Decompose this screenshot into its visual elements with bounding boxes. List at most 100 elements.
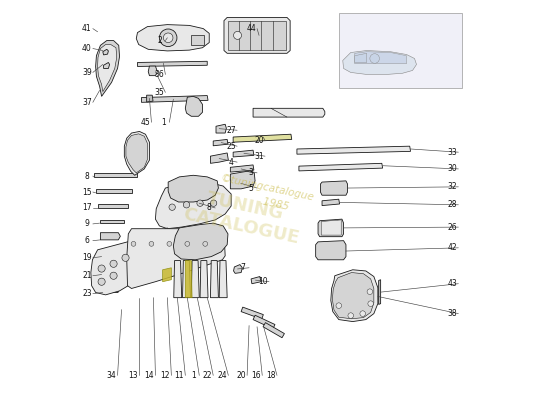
Polygon shape xyxy=(96,189,131,193)
Circle shape xyxy=(211,200,217,206)
Polygon shape xyxy=(136,25,209,51)
Text: 23: 23 xyxy=(82,289,92,298)
Polygon shape xyxy=(156,182,231,229)
Polygon shape xyxy=(297,146,410,154)
Text: 21: 21 xyxy=(82,271,92,280)
Polygon shape xyxy=(138,61,207,66)
Text: 17: 17 xyxy=(82,204,92,212)
Polygon shape xyxy=(100,220,124,223)
Text: 7: 7 xyxy=(241,263,245,272)
Text: 20: 20 xyxy=(254,136,264,145)
Polygon shape xyxy=(101,233,120,240)
Text: 25: 25 xyxy=(227,142,236,151)
Circle shape xyxy=(367,289,373,294)
Text: 8: 8 xyxy=(207,204,212,212)
Text: 16: 16 xyxy=(251,371,261,380)
Polygon shape xyxy=(124,132,150,175)
Polygon shape xyxy=(224,18,290,53)
Polygon shape xyxy=(147,95,153,102)
Polygon shape xyxy=(241,307,263,319)
Polygon shape xyxy=(211,260,218,298)
Text: 13: 13 xyxy=(129,371,138,380)
Text: 10: 10 xyxy=(258,277,268,286)
Polygon shape xyxy=(96,40,119,96)
Polygon shape xyxy=(378,280,381,304)
Text: 27: 27 xyxy=(227,126,236,135)
Text: 30: 30 xyxy=(448,164,457,174)
Polygon shape xyxy=(97,204,128,208)
Text: 8: 8 xyxy=(85,172,89,180)
Text: 32: 32 xyxy=(448,182,457,191)
Polygon shape xyxy=(94,173,138,177)
Circle shape xyxy=(169,204,175,210)
Circle shape xyxy=(110,272,117,279)
Polygon shape xyxy=(211,153,228,163)
Text: 45: 45 xyxy=(141,118,150,127)
Polygon shape xyxy=(355,53,367,62)
Polygon shape xyxy=(332,272,374,319)
Circle shape xyxy=(185,242,190,246)
Polygon shape xyxy=(168,175,218,202)
Circle shape xyxy=(336,303,342,308)
Polygon shape xyxy=(355,52,406,64)
Polygon shape xyxy=(185,96,202,116)
Polygon shape xyxy=(91,228,168,295)
Text: 14: 14 xyxy=(145,371,154,380)
Circle shape xyxy=(234,31,241,39)
Text: 36: 36 xyxy=(155,70,164,79)
Circle shape xyxy=(98,265,105,272)
Text: 43: 43 xyxy=(448,279,457,288)
Circle shape xyxy=(122,254,129,261)
Polygon shape xyxy=(233,180,250,186)
Polygon shape xyxy=(163,268,172,282)
Text: .1985: .1985 xyxy=(260,196,290,212)
Text: 12: 12 xyxy=(161,371,170,380)
Text: 42: 42 xyxy=(448,243,457,252)
Circle shape xyxy=(370,54,379,63)
Text: 34: 34 xyxy=(107,371,117,380)
Text: 31: 31 xyxy=(254,152,264,161)
Polygon shape xyxy=(233,150,254,157)
Circle shape xyxy=(149,242,154,246)
Text: 26: 26 xyxy=(448,223,457,232)
Text: 22: 22 xyxy=(202,371,212,380)
Polygon shape xyxy=(318,219,344,237)
Polygon shape xyxy=(103,49,108,55)
Polygon shape xyxy=(219,260,227,298)
Circle shape xyxy=(160,29,177,46)
Text: 35: 35 xyxy=(155,88,164,97)
Polygon shape xyxy=(126,134,147,173)
Polygon shape xyxy=(253,315,275,329)
Circle shape xyxy=(348,313,354,318)
Text: 4: 4 xyxy=(229,158,234,167)
Bar xyxy=(191,34,205,44)
Text: 18: 18 xyxy=(266,371,276,380)
Polygon shape xyxy=(343,50,416,74)
Text: 39: 39 xyxy=(82,68,92,77)
Text: 24: 24 xyxy=(218,371,227,380)
Polygon shape xyxy=(299,163,383,171)
Text: 28: 28 xyxy=(448,200,457,209)
Bar xyxy=(339,13,463,88)
Polygon shape xyxy=(148,66,157,76)
Circle shape xyxy=(183,202,190,208)
Text: 40: 40 xyxy=(82,44,92,53)
Circle shape xyxy=(197,200,204,206)
Circle shape xyxy=(167,242,172,246)
Circle shape xyxy=(163,33,173,42)
Polygon shape xyxy=(321,181,348,195)
Text: 41: 41 xyxy=(82,24,92,33)
Polygon shape xyxy=(191,260,199,298)
Polygon shape xyxy=(183,260,190,298)
Polygon shape xyxy=(321,220,341,235)
Text: 19: 19 xyxy=(82,253,92,262)
Polygon shape xyxy=(228,21,286,50)
Polygon shape xyxy=(103,285,120,292)
Polygon shape xyxy=(141,96,208,102)
Circle shape xyxy=(203,242,208,246)
Text: 38: 38 xyxy=(448,309,457,318)
Text: 44: 44 xyxy=(246,24,256,33)
Polygon shape xyxy=(230,165,254,172)
Polygon shape xyxy=(103,62,109,68)
Polygon shape xyxy=(216,124,227,133)
